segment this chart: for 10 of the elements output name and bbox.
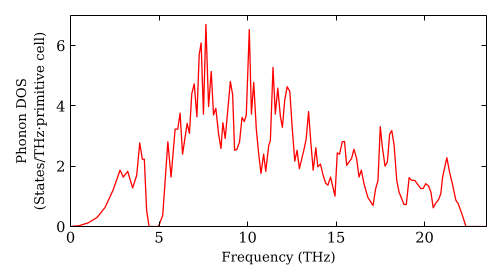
y-tick-label: 2 <box>56 158 66 176</box>
x-tick-label: 15 <box>326 230 346 246</box>
x-tick-label: 10 <box>238 230 257 246</box>
y-tick-label: 0 <box>56 219 66 236</box>
y-axis-title: Phonon DOS (States/THz·primitive cell) <box>15 32 48 210</box>
x-axis-title: Frequency (THz) <box>221 250 336 266</box>
y-tick-label: 6 <box>56 38 66 56</box>
y-tick-label: 4 <box>56 98 66 116</box>
x-tick-label: 5 <box>154 230 164 246</box>
x-tick-label: 20 <box>415 230 434 246</box>
